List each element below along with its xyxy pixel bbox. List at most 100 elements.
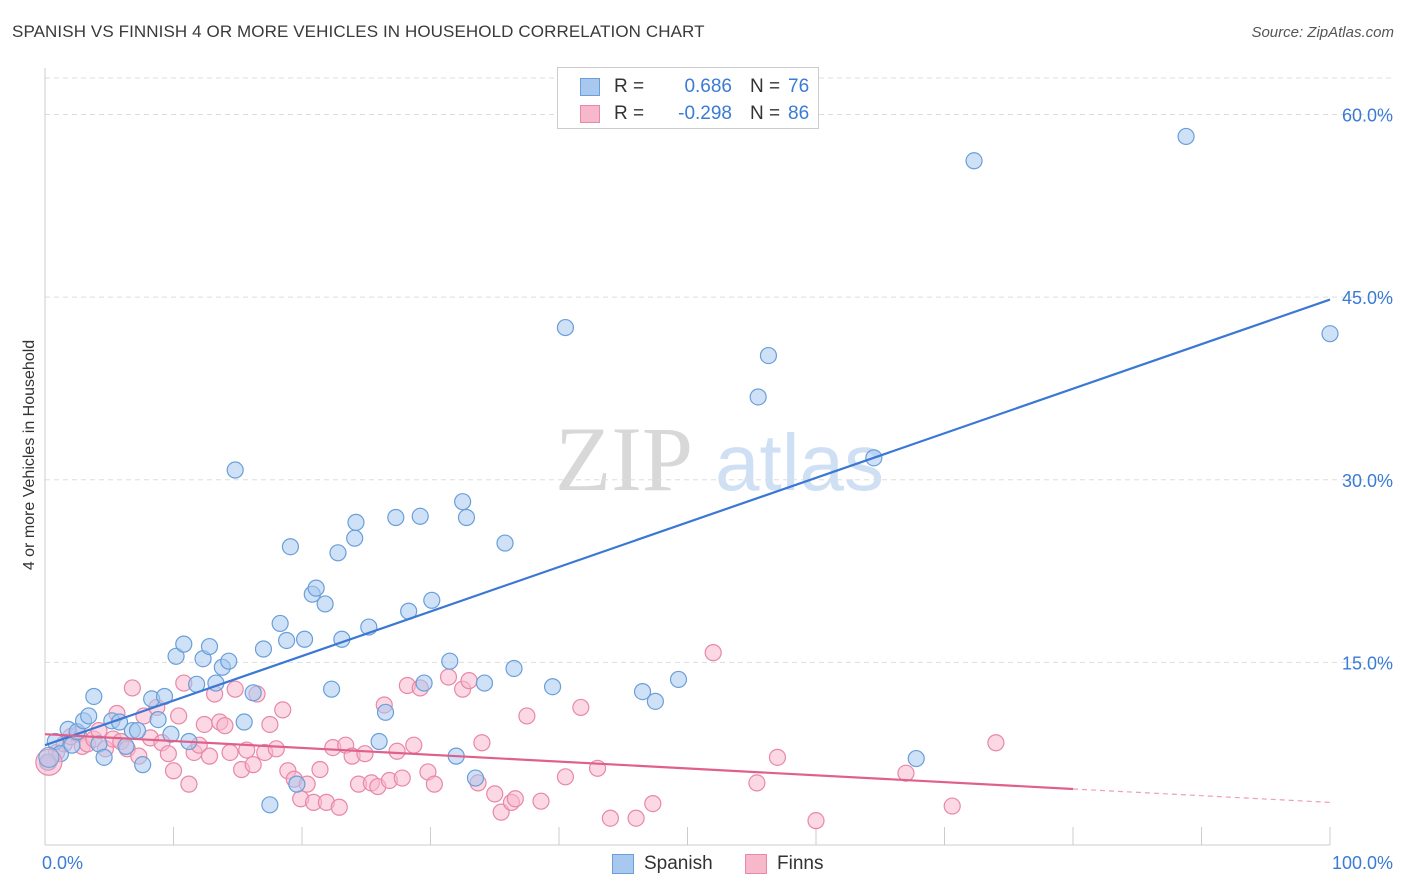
finns-trend-line-extension bbox=[1072, 788, 1331, 803]
finns-point bbox=[943, 797, 961, 815]
source-label: Source: ZipAtlas.com bbox=[1251, 24, 1394, 41]
legend-r-value: 0.686 bbox=[684, 76, 732, 97]
finns-point bbox=[506, 790, 524, 808]
grid-lines bbox=[45, 77, 1395, 663]
finns-point bbox=[748, 774, 766, 792]
spanish-point bbox=[423, 591, 441, 609]
spanish-point bbox=[329, 544, 347, 562]
spanish-point bbox=[95, 748, 113, 766]
spanish-point bbox=[271, 614, 289, 633]
spanish-point bbox=[254, 640, 273, 658]
spanish-point bbox=[749, 388, 767, 406]
watermark-atlas: atlas bbox=[715, 418, 884, 507]
spanish-point bbox=[117, 737, 135, 755]
finns-point bbox=[572, 698, 590, 717]
legend: R = 0.686 N = 76 R = -0.298 N = 86 bbox=[557, 67, 819, 129]
bottom-legend-spanish: Spanish bbox=[612, 852, 713, 876]
spanish-point bbox=[415, 674, 433, 692]
spanish-point bbox=[1321, 325, 1339, 343]
finns-point bbox=[180, 775, 198, 793]
spanish-point bbox=[277, 631, 296, 650]
trend-lines bbox=[44, 298, 1331, 803]
spanish-point bbox=[295, 630, 314, 648]
finns-point bbox=[987, 734, 1005, 752]
x-tick-label: 100.0% bbox=[1332, 853, 1393, 873]
spanish-point bbox=[543, 678, 562, 696]
finns-point bbox=[439, 668, 458, 686]
finns-point bbox=[518, 707, 536, 725]
finns-point bbox=[473, 734, 491, 752]
finns-trend-line bbox=[44, 733, 1074, 791]
spanish-point bbox=[38, 746, 60, 768]
finns-point bbox=[556, 768, 575, 786]
spanish-point bbox=[347, 513, 365, 531]
spanish-point bbox=[669, 670, 688, 689]
spanish-point bbox=[907, 749, 925, 768]
legend-r-label: R = bbox=[614, 76, 645, 97]
spanish-point bbox=[149, 711, 167, 729]
legend-row-finns: R = -0.298 N = 86 bbox=[580, 103, 809, 125]
finns-point bbox=[532, 792, 550, 810]
spanish-point bbox=[85, 687, 103, 706]
legend-n-value: 76 bbox=[788, 76, 810, 97]
spanish-point bbox=[376, 703, 395, 721]
spanish-point bbox=[556, 318, 575, 337]
finns-point bbox=[267, 740, 285, 758]
spanish-point bbox=[128, 721, 147, 740]
finns-point bbox=[425, 775, 443, 793]
finns-point bbox=[704, 644, 722, 662]
finns-point bbox=[405, 736, 423, 754]
finns-point bbox=[226, 680, 244, 698]
finns-point bbox=[807, 812, 825, 830]
legend-n-label: N = bbox=[750, 103, 781, 124]
spanish-point bbox=[441, 652, 459, 670]
spanish-point bbox=[457, 508, 476, 527]
legend-row-spanish: R = 0.686 N = 76 bbox=[580, 76, 809, 98]
y-tick-label: 45.0% bbox=[1342, 288, 1393, 308]
bottom-legend-swatch-finns bbox=[745, 854, 767, 874]
spanish-point bbox=[235, 713, 253, 731]
finns-point bbox=[330, 798, 348, 816]
spanish-point bbox=[965, 152, 983, 170]
spanish-point bbox=[346, 529, 364, 547]
y-tick-label: 30.0% bbox=[1342, 471, 1393, 491]
legend-swatch-finns bbox=[580, 105, 600, 123]
spanish-point bbox=[316, 595, 334, 613]
bottom-legend-finns: Finns bbox=[745, 852, 823, 876]
finns-point bbox=[460, 672, 478, 690]
finns-point bbox=[393, 769, 411, 787]
legend-r-value: -0.298 bbox=[678, 103, 732, 124]
spanish-point bbox=[633, 682, 652, 701]
finns-point bbox=[261, 715, 279, 734]
finns-point bbox=[216, 717, 234, 735]
finns-point bbox=[123, 679, 141, 697]
spanish-point bbox=[226, 461, 244, 479]
axes bbox=[44, 68, 1331, 846]
finns-point bbox=[195, 715, 213, 734]
tick-labels: 15.0% 30.0% 45.0% 60.0% 0.0% 100.0% bbox=[42, 106, 1393, 873]
finns-point bbox=[170, 707, 188, 725]
watermark: ZIP atlas bbox=[555, 408, 884, 510]
x-tick-label: 0.0% bbox=[42, 853, 83, 873]
spanish-trend-line bbox=[44, 298, 1331, 747]
spanish-point bbox=[1177, 127, 1195, 146]
spanish-point bbox=[505, 659, 523, 678]
spanish-point bbox=[475, 674, 494, 692]
finns-point bbox=[644, 795, 662, 813]
spanish-point bbox=[411, 507, 429, 525]
finns-point bbox=[164, 762, 183, 780]
spanish-point bbox=[759, 346, 778, 365]
spanish-point bbox=[200, 637, 219, 656]
finns-point bbox=[356, 745, 374, 763]
spanish-point bbox=[288, 775, 306, 793]
spanish-point bbox=[167, 647, 185, 665]
legend-r-label: R = bbox=[614, 103, 645, 124]
spanish-point bbox=[261, 796, 279, 814]
spanish-point bbox=[466, 769, 485, 787]
spanish-point bbox=[496, 534, 514, 552]
finns-point bbox=[221, 743, 239, 762]
bottom-legend-label-finns: Finns bbox=[777, 853, 824, 874]
spanish-point bbox=[244, 684, 262, 702]
spanish-point bbox=[322, 680, 341, 698]
